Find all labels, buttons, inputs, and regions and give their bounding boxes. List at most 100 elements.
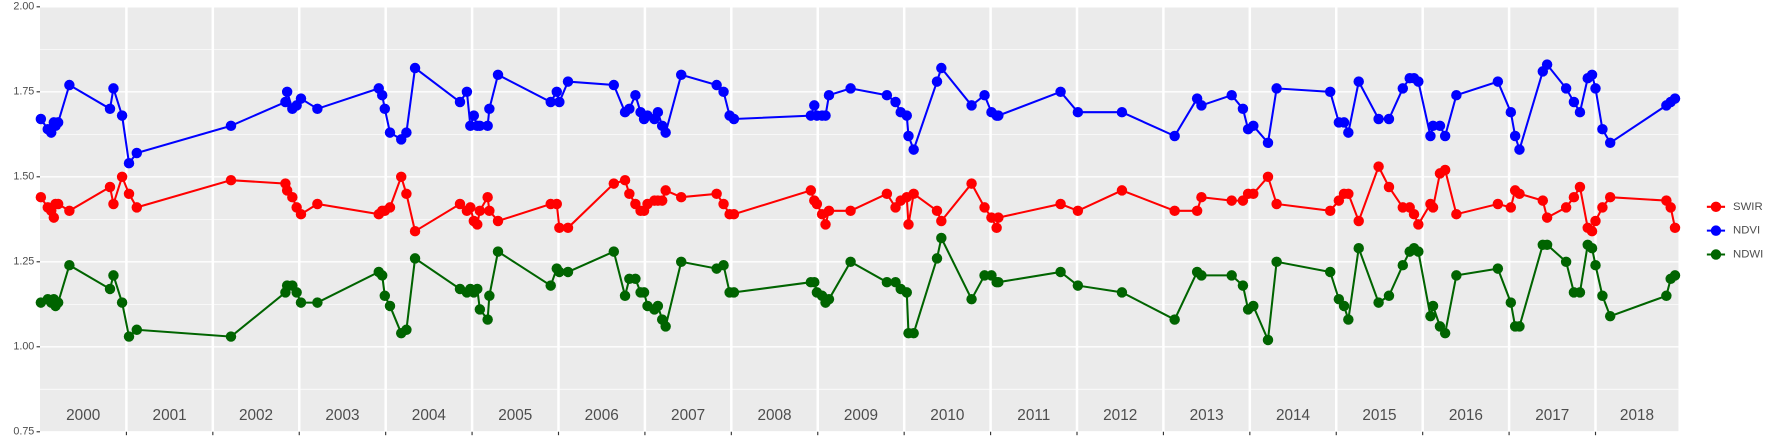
data-point — [1492, 76, 1504, 87]
data-point — [993, 212, 1004, 223]
data-point — [1373, 161, 1384, 172]
data-point — [1237, 103, 1249, 115]
data-point — [1116, 185, 1128, 196]
data-point — [993, 276, 1004, 288]
year-label: 2011 — [1017, 407, 1050, 424]
data-point — [554, 222, 565, 234]
legend-label: NDVI — [1733, 225, 1760, 237]
data-point — [936, 62, 947, 74]
data-point — [718, 259, 729, 271]
data-point — [1383, 290, 1395, 302]
data-point — [1604, 191, 1616, 203]
data-point — [295, 93, 307, 104]
data-point — [1338, 117, 1350, 128]
data-point — [1248, 120, 1259, 132]
data-point — [811, 198, 823, 210]
data-point — [116, 171, 128, 183]
data-point — [123, 188, 135, 200]
data-point — [1196, 191, 1207, 203]
data-point — [1560, 256, 1572, 268]
data-point — [1169, 314, 1180, 325]
data-point — [1237, 280, 1249, 291]
data-point — [1271, 83, 1282, 94]
year-label: 2006 — [585, 407, 619, 424]
data-point — [1262, 137, 1274, 149]
data-point — [64, 79, 75, 91]
data-point — [1271, 256, 1282, 268]
data-point — [711, 188, 722, 200]
data-point — [1408, 208, 1420, 220]
data-point — [52, 117, 64, 128]
data-point — [1343, 314, 1354, 325]
data-point — [966, 100, 977, 111]
data-point — [484, 290, 495, 302]
data-point — [608, 79, 620, 91]
data-point — [1262, 171, 1274, 183]
data-point — [492, 215, 504, 227]
data-point — [1514, 144, 1525, 155]
data-point — [484, 205, 495, 217]
data-point — [1505, 297, 1517, 308]
data-point — [660, 185, 671, 196]
data-point — [1413, 76, 1424, 87]
data-point — [104, 103, 116, 115]
data-point — [1451, 208, 1462, 220]
y-tick-label: 1.25 — [13, 256, 34, 268]
data-point — [630, 273, 641, 285]
data-point — [1373, 113, 1384, 125]
data-point — [881, 188, 893, 200]
data-point — [482, 120, 493, 132]
data-point — [711, 79, 722, 91]
data-point — [638, 287, 650, 298]
data-point — [1397, 259, 1409, 271]
legend-swatch — [1710, 225, 1722, 236]
data-point — [1383, 113, 1395, 125]
data-point — [376, 270, 388, 281]
data-point — [281, 86, 293, 98]
data-point — [820, 110, 831, 121]
data-point — [1586, 225, 1598, 237]
data-point — [1343, 188, 1354, 200]
data-point — [35, 191, 47, 203]
data-point — [1169, 205, 1180, 217]
data-point — [901, 287, 912, 298]
data-point — [1574, 106, 1586, 118]
data-point — [1560, 202, 1572, 213]
data-point — [1196, 270, 1207, 281]
data-point — [1072, 205, 1084, 217]
year-label: 2014 — [1276, 407, 1311, 424]
data-point — [1324, 86, 1336, 98]
data-point — [384, 127, 396, 138]
data-point — [608, 178, 620, 189]
data-point — [1586, 69, 1598, 81]
data-point — [1427, 300, 1439, 312]
data-point — [979, 89, 990, 101]
data-point — [1427, 202, 1439, 213]
year-label: 2017 — [1535, 407, 1569, 424]
data-point — [809, 100, 820, 111]
data-point — [376, 89, 388, 101]
data-point — [1669, 222, 1681, 234]
data-point — [108, 270, 119, 281]
data-point — [551, 86, 562, 98]
year-label: 2001 — [153, 407, 187, 424]
data-point — [562, 266, 574, 278]
data-point — [1597, 202, 1608, 213]
data-point — [1353, 76, 1364, 87]
data-point — [1514, 321, 1525, 332]
data-point — [660, 127, 671, 138]
data-point — [225, 120, 237, 132]
data-point — [295, 297, 307, 308]
data-point — [908, 327, 919, 339]
year-label: 2010 — [930, 407, 964, 424]
data-point — [108, 198, 119, 210]
data-point — [993, 110, 1004, 121]
data-point — [1055, 86, 1066, 98]
data-point — [472, 219, 483, 230]
data-point — [1196, 100, 1207, 111]
data-point — [104, 181, 116, 193]
data-point — [1425, 310, 1436, 322]
data-point — [409, 62, 421, 74]
data-point — [474, 120, 486, 132]
data-point — [820, 219, 831, 230]
